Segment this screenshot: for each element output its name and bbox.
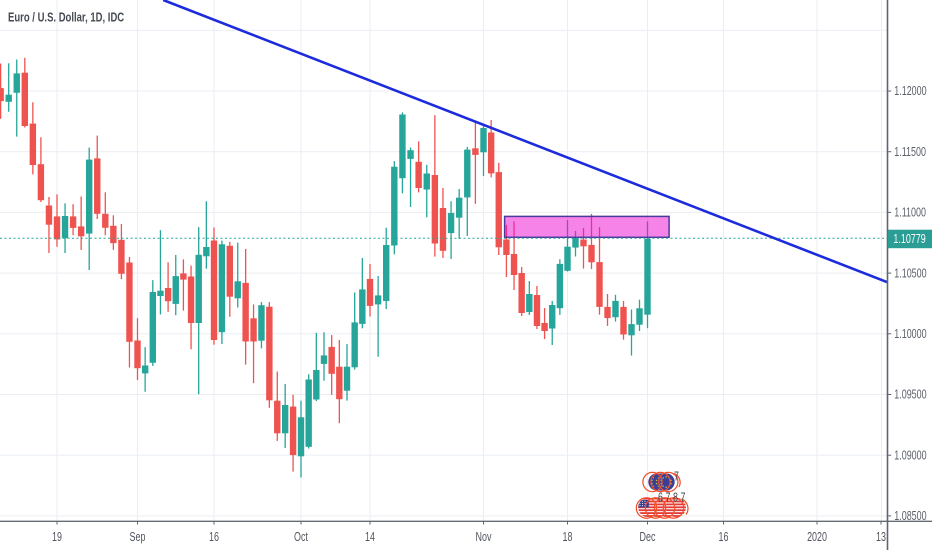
svg-text:1.09500: 1.09500 <box>894 388 926 402</box>
svg-text:14: 14 <box>365 531 375 545</box>
svg-text:Oct: Oct <box>294 531 308 545</box>
svg-text:16: 16 <box>719 531 729 545</box>
svg-text:13: 13 <box>876 531 886 545</box>
svg-text:1.10779: 1.10779 <box>893 233 925 247</box>
svg-text:1.10500: 1.10500 <box>894 267 926 281</box>
svg-text:2020: 2020 <box>807 531 827 545</box>
svg-text:16: 16 <box>209 531 219 545</box>
svg-text:7: 7 <box>674 470 679 484</box>
svg-text:Euro / U.S. Dollar, 1D, IDC: Euro / U.S. Dollar, 1D, IDC <box>8 11 124 25</box>
svg-text:1.09000: 1.09000 <box>894 449 926 463</box>
svg-text:1.11000: 1.11000 <box>894 206 926 220</box>
svg-text:Nov: Nov <box>476 531 492 545</box>
svg-text:Dec: Dec <box>640 531 656 545</box>
svg-text:1.12000: 1.12000 <box>894 85 926 99</box>
svg-text:1.11500: 1.11500 <box>894 146 926 160</box>
svg-text:19: 19 <box>52 531 62 545</box>
svg-text:Sep: Sep <box>130 531 146 545</box>
svg-text:6787: 6787 <box>658 491 688 505</box>
svg-text:18: 18 <box>563 531 573 545</box>
svg-text:1.08500: 1.08500 <box>894 510 926 524</box>
svg-text:1.10000: 1.10000 <box>894 328 926 342</box>
